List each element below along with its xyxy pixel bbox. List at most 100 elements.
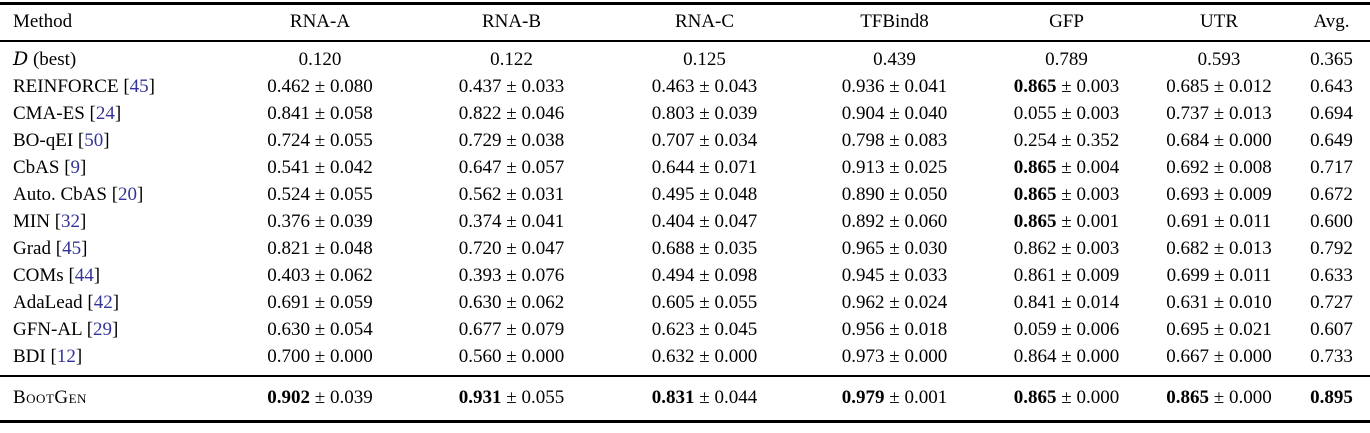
value-mean: 0.902	[267, 387, 311, 408]
plus-minus-sign: ±	[1209, 76, 1229, 97]
value-mean: 0.892	[841, 211, 885, 232]
value-cell-utr: 0.593	[1145, 41, 1293, 73]
value-cell-tfbind8: 0.936 ± 0.041	[801, 73, 988, 100]
value-mean: 0.623	[651, 319, 695, 340]
value-mean: 0.463	[651, 76, 695, 97]
plus-minus-sign: ±	[501, 103, 522, 124]
plus-minus-sign: ±	[694, 157, 715, 178]
value-std: 0.048	[329, 238, 373, 259]
plus-minus-sign: ±	[1209, 238, 1229, 259]
value-mean: 0.667	[1166, 346, 1210, 367]
value-mean: 0.700	[267, 346, 311, 367]
baseline-rows: D (best) 0.120 0.122 0.125 0.439 0.789 0.593 0.…	[0, 41, 1370, 376]
value-mean: 0.439	[873, 49, 916, 70]
value-cell-gfp: 0.865 ± 0.004	[988, 154, 1145, 181]
value-mean: 0.707	[651, 130, 695, 151]
value-mean: 0.865	[1013, 387, 1057, 408]
value-mean: 0.694	[1310, 103, 1353, 124]
value-mean: 0.374	[458, 211, 502, 232]
value-mean: 0.979	[841, 387, 885, 408]
value-mean: 0.524	[267, 184, 311, 205]
plus-minus-sign: ±	[310, 387, 330, 408]
plus-minus-sign: ±	[1056, 265, 1077, 286]
value-std: 0.009	[1076, 265, 1120, 286]
value-cell-tfbind8: 0.798 ± 0.083	[801, 127, 988, 154]
avg-cell: 0.607	[1293, 316, 1370, 343]
table-row-reinforce: REINFORCE [45] 0.462 ± 0.080 0.437 ± 0.033…	[0, 73, 1370, 100]
value-std: 0.058	[329, 103, 373, 124]
header-row: Method RNA-A RNA-B RNA-C TFBind8 GFP UTR Avg.	[0, 4, 1370, 41]
value-mean: 0.831	[651, 387, 695, 408]
plus-minus-sign: ±	[694, 292, 715, 313]
value-mean: 0.437	[458, 76, 502, 97]
value-cell-tfbind8: 0.904 ± 0.040	[801, 100, 988, 127]
value-mean: 0.727	[1310, 292, 1353, 313]
value-std: 0.010	[1228, 292, 1272, 313]
avg-cell: 0.717	[1293, 154, 1370, 181]
method-name: BDI	[13, 346, 46, 367]
value-cell-tfbind8: 0.962 ± 0.024	[801, 289, 988, 316]
method-name: CMA-ES	[13, 103, 85, 124]
plus-minus-sign: ±	[694, 319, 715, 340]
plus-minus-sign: ±	[310, 103, 330, 124]
value-std: 0.042	[329, 157, 373, 178]
value-std: 0.018	[904, 319, 948, 340]
table-row-coms: COMs [44] 0.403 ± 0.062 0.393 ± 0.076 0.494…	[0, 262, 1370, 289]
plus-minus-sign: ±	[1209, 265, 1230, 286]
method-name: REINFORCE	[13, 76, 119, 97]
method-name: MIN	[13, 211, 50, 232]
value-cell-rna-b: 0.560 ± 0.000	[415, 343, 608, 376]
value-cell-tfbind8: 0.965 ± 0.030	[801, 235, 988, 262]
plus-minus-sign: ±	[1056, 238, 1077, 259]
plus-minus-sign: ±	[310, 130, 330, 151]
method-cell-d-best: D (best)	[0, 41, 225, 73]
plus-minus-sign: ±	[694, 211, 715, 232]
value-cell-utr: 0.692 ± 0.008	[1145, 154, 1293, 181]
method-cell-coms: COMs [44]	[13, 265, 101, 286]
table-row-cbas: CbAS [9] 0.541 ± 0.042 0.647 ± 0.057 0.644 …	[0, 154, 1370, 181]
value-cell-tfbind8: 0.945 ± 0.033	[801, 262, 988, 289]
value-cell-gfp: 0.865 ± 0.003	[988, 181, 1145, 208]
value-std: 0.031	[521, 184, 565, 205]
method-cell-cbas: CbAS [9]	[13, 157, 87, 178]
value-cell-rna-c: 0.803 ± 0.039	[608, 100, 801, 127]
avg-cell: 0.672	[1293, 181, 1370, 208]
value-std: 0.055	[521, 387, 565, 408]
value-std: 0.021	[1228, 319, 1272, 340]
table-row-bdi: BDI [12] 0.700 ± 0.000 0.560 ± 0.000 0.632 …	[0, 343, 1370, 376]
value-mean: 0.122	[490, 49, 533, 70]
value-cell-rna-c: 0.495 ± 0.048	[608, 181, 801, 208]
value-cell-rna-c: 0.494 ± 0.098	[608, 262, 801, 289]
plus-minus-sign: ±	[694, 130, 715, 151]
value-std: 0.352	[1076, 130, 1120, 151]
plus-minus-sign: ±	[1056, 319, 1077, 340]
value-mean: 0.803	[651, 103, 695, 124]
avg-cell: 0.694	[1293, 100, 1370, 127]
plus-minus-sign: ±	[694, 346, 715, 367]
citation-number: 24	[95, 103, 115, 124]
plus-minus-sign: ±	[884, 292, 905, 313]
value-std: 0.055	[329, 184, 373, 205]
method-cell-min: MIN [32]	[13, 211, 87, 232]
value-cell-gfp: 0.055 ± 0.003	[988, 100, 1145, 127]
value-std: 0.057	[521, 157, 565, 178]
value-cell-tfbind8: 0.973 ± 0.000	[801, 343, 988, 376]
value-mean: 0.630	[267, 319, 311, 340]
method-cell-cma-es: CMA-ES [24]	[13, 103, 122, 124]
value-mean: 0.822	[458, 103, 502, 124]
plus-minus-sign: ±	[310, 76, 330, 97]
value-mean: 0.644	[651, 157, 695, 178]
value-cell-gfp: 0.789	[988, 41, 1145, 73]
plus-minus-sign: ±	[1209, 292, 1229, 313]
value-mean: 0.684	[1166, 130, 1210, 151]
value-mean: 0.632	[651, 346, 695, 367]
plus-minus-sign: ±	[1209, 103, 1229, 124]
value-std: 0.000	[1228, 346, 1272, 367]
column-header-rna-b: RNA-B	[481, 11, 542, 32]
value-cell-rna-a: 0.902 ± 0.039	[225, 376, 415, 422]
value-mean: 0.956	[841, 319, 885, 340]
value-std: 0.039	[329, 387, 373, 408]
value-mean: 0.865	[1013, 76, 1057, 97]
value-cell-tfbind8: 0.979 ± 0.001	[801, 376, 988, 422]
value-std: 0.048	[714, 184, 758, 205]
